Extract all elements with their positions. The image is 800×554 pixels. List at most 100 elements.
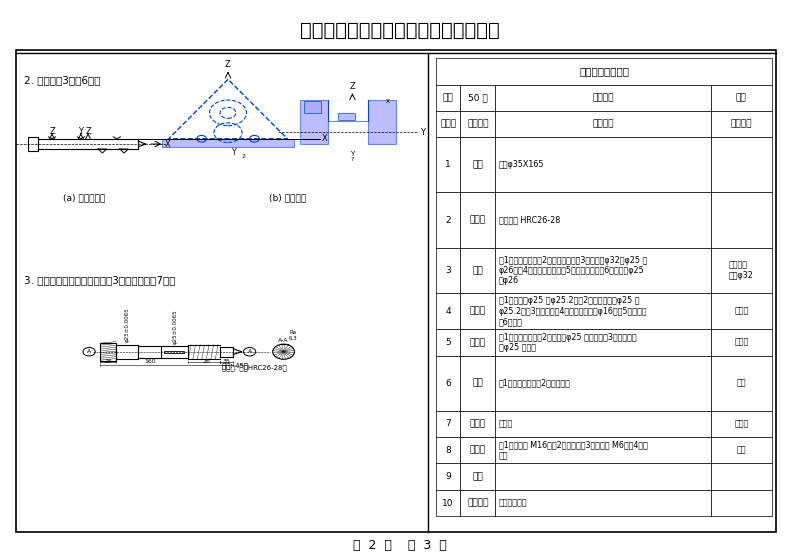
Bar [436,490,460,516]
Text: （1）粗车端面；（2）钻中心孔；（3）车外圆φ32、φ25 到
φ26；（4）调头车端面；（5）钻中心孔；（6）车外圆φ25
到φ26: （1）粗车端面；（2）钻中心孔；（3）车外圆φ32、φ25 到 φ26；（4）调… [498,255,647,285]
Text: (b) 完全定位: (b) 完全定位 [270,193,306,202]
Bar [710,293,772,329]
Bar [460,411,495,437]
Text: Z: Z [225,60,231,69]
Bar [436,464,460,490]
Text: 10: 10 [442,499,454,507]
Text: （1）划键槽线；（2）钻引刀孔: （1）划键槽线；（2）钻引刀孔 [498,378,570,388]
Text: A: A [87,349,91,354]
Bar [460,111,495,137]
Text: 热处理: 调质HRC26-28。: 热处理: 调质HRC26-28。 [222,365,287,371]
Text: Y: Y [420,127,426,137]
Text: 铣键槽: 铣键槽 [498,419,513,428]
Text: 车螺纹: 车螺纹 [470,446,486,455]
Bar [436,248,460,293]
Text: 机械加工工艺过程: 机械加工工艺过程 [579,66,629,76]
Text: (a) 不完全定位: (a) 不完全定位 [63,193,105,202]
Bar [460,85,495,111]
Text: 3: 3 [446,266,451,275]
Bar [495,437,710,464]
Bar [436,437,460,464]
Text: φ25±0.0065: φ25±0.0065 [125,307,130,342]
Text: 160: 160 [145,360,156,365]
Text: 外圆: 外圆 [737,446,746,455]
Text: 9: 9 [446,472,451,481]
Bar [710,111,772,137]
Text: 表面处理: 表面处理 [467,499,489,507]
Circle shape [273,344,294,359]
Bar [436,137,460,192]
Text: 热处理: 热处理 [470,216,486,224]
Text: 粗车: 粗车 [473,266,483,275]
Circle shape [83,347,95,356]
Text: 定位基准: 定位基准 [730,120,752,129]
Text: 半精车: 半精车 [470,307,486,316]
Bar [495,85,710,111]
Bar [710,137,772,192]
Text: 南京理工大学课程考试答案及评分标准: 南京理工大学课程考试答案及评分标准 [300,21,500,40]
Bar [495,356,710,411]
Bar [710,85,772,111]
Text: 第  2  页    共  3  页: 第 2 页 共 3 页 [353,539,447,552]
Bar [495,137,710,192]
Bar [460,192,495,248]
Bar [436,329,460,356]
Text: 毛坯类型: 毛坯类型 [592,93,614,102]
Bar [460,293,495,329]
Text: 工序号: 工序号 [440,120,456,129]
Bar [495,293,710,329]
Bar [710,490,772,516]
Text: 中心孔: 中心孔 [734,338,748,347]
Circle shape [243,347,256,356]
Bar [27,137,38,151]
Bar [460,356,495,411]
Bar [710,192,772,248]
Bar [495,111,710,137]
Text: X: X [322,134,328,143]
Bar [460,464,495,490]
Bar [16,50,776,532]
Bar [436,85,460,111]
Bar [460,329,495,356]
Text: 5: 5 [446,338,451,347]
Polygon shape [328,100,368,121]
Text: 2: 2 [242,154,246,159]
Text: 8: 8 [446,446,451,455]
Bar [460,248,495,293]
Text: Y: Y [78,127,83,136]
Bar [436,411,460,437]
Text: X: X [164,140,170,148]
Bar [710,356,772,411]
Text: 中心孔: 中心孔 [734,307,748,316]
Text: φ25±0.0065: φ25±0.0065 [172,310,178,344]
Text: 工序名称: 工序名称 [467,120,489,129]
Text: 25: 25 [104,360,112,365]
Bar [304,101,321,112]
Bar [460,437,495,464]
Bar [495,329,710,356]
Bar [710,411,772,437]
Text: 50 件: 50 件 [468,93,488,102]
Text: 4: 4 [446,307,451,316]
Text: x: x [386,98,390,104]
Text: 7: 7 [446,419,451,428]
Bar [495,490,710,516]
Text: A: A [247,349,252,354]
Text: Z: Z [49,127,55,136]
Bar [436,58,772,85]
Bar [710,248,772,293]
Bar [710,464,772,490]
Text: 数量: 数量 [442,93,454,102]
Bar [495,411,710,437]
Bar [460,137,495,192]
Text: Y: Y [232,148,237,157]
Bar [164,351,184,353]
Text: ?: ? [350,157,354,162]
Bar [495,248,710,293]
Text: Z: Z [85,127,91,136]
Text: 3. 解：改进结构如图。（改错3分，工艺规程7分）: 3. 解：改进结构如图。（改错3分，工艺规程7分） [24,275,175,285]
Text: Ra
6.3: Ra 6.3 [289,330,298,341]
Bar [436,356,460,411]
Bar [710,437,772,464]
Text: 磨外圆: 磨外圆 [470,338,486,347]
